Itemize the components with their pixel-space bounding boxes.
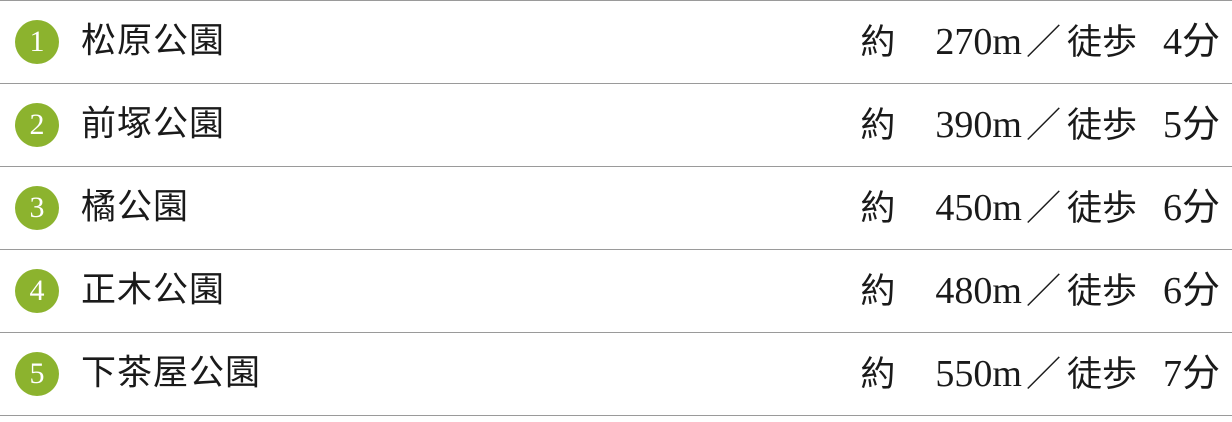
distance-info: 約 390m ／ 徒歩 5分 (860, 106, 1220, 144)
separator: ／ (1025, 189, 1061, 229)
walk-label: 徒歩 (1066, 272, 1137, 312)
walk-minutes: 6分 (1162, 187, 1220, 229)
approx-label: 約 (860, 272, 896, 312)
park-name: 正木公園 (81, 270, 226, 311)
distance-value: 450m (935, 187, 1022, 229)
park-row: 4 正木公園 約 480m ／ 徒歩 6分 (0, 250, 1232, 333)
park-row: 3 橘公園 約 450m ／ 徒歩 6分 (0, 167, 1232, 250)
distance-info: 約 270m ／ 徒歩 4分 (860, 23, 1220, 61)
approx-label: 約 (860, 189, 896, 229)
park-row: 5 下茶屋公園 約 550m ／ 徒歩 7分 (0, 333, 1232, 416)
approx-label: 約 (860, 106, 896, 146)
park-name: 下茶屋公園 (81, 353, 262, 394)
walk-label: 徒歩 (1066, 189, 1137, 229)
distance-info: 約 480m ／ 徒歩 6分 (860, 272, 1220, 310)
park-name: 前塚公園 (81, 104, 226, 145)
park-row: 2 前塚公園 約 390m ／ 徒歩 5分 (0, 84, 1232, 167)
distance-value: 270m (935, 21, 1022, 63)
walk-label: 徒歩 (1066, 23, 1137, 63)
walk-label: 徒歩 (1066, 355, 1137, 395)
walk-minutes: 4分 (1162, 21, 1220, 63)
distance-value: 480m (935, 270, 1022, 312)
distance-info: 約 550m ／ 徒歩 7分 (860, 355, 1220, 393)
walk-label: 徒歩 (1066, 106, 1137, 146)
park-row: 1 松原公園 約 270m ／ 徒歩 4分 (0, 1, 1232, 84)
number-badge: 1 (15, 20, 59, 64)
walk-minutes: 7分 (1162, 353, 1220, 395)
distance-info: 約 450m ／ 徒歩 6分 (860, 189, 1220, 227)
separator: ／ (1025, 23, 1061, 63)
walk-minutes: 5分 (1162, 104, 1220, 146)
approx-label: 約 (860, 23, 896, 63)
separator: ／ (1025, 355, 1061, 395)
separator: ／ (1025, 106, 1061, 146)
number-badge: 4 (15, 269, 59, 313)
distance-value: 390m (935, 104, 1022, 146)
number-badge: 2 (15, 103, 59, 147)
approx-label: 約 (860, 355, 896, 395)
walk-minutes: 6分 (1162, 270, 1220, 312)
distance-value: 550m (935, 353, 1022, 395)
park-name: 橘公園 (81, 187, 190, 228)
number-badge: 3 (15, 186, 59, 230)
number-badge: 5 (15, 352, 59, 396)
separator: ／ (1025, 272, 1061, 312)
park-name: 松原公園 (81, 21, 226, 62)
